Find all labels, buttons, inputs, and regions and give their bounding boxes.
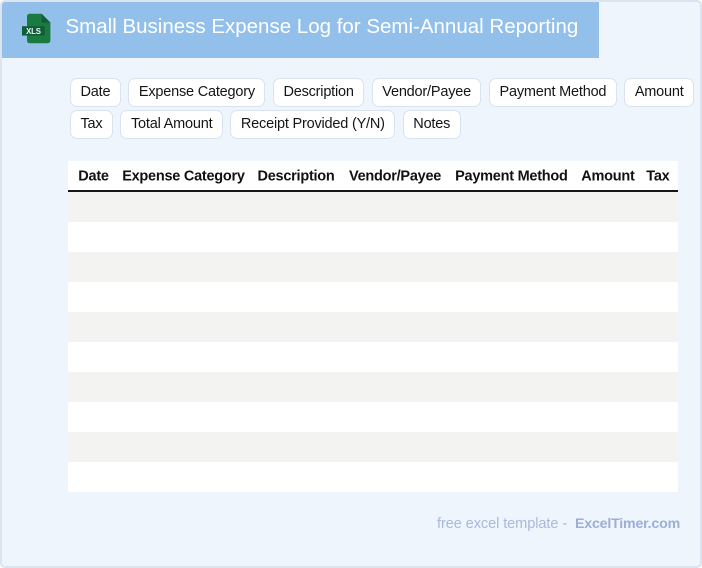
svg-text:XLS: XLS <box>26 27 41 36</box>
